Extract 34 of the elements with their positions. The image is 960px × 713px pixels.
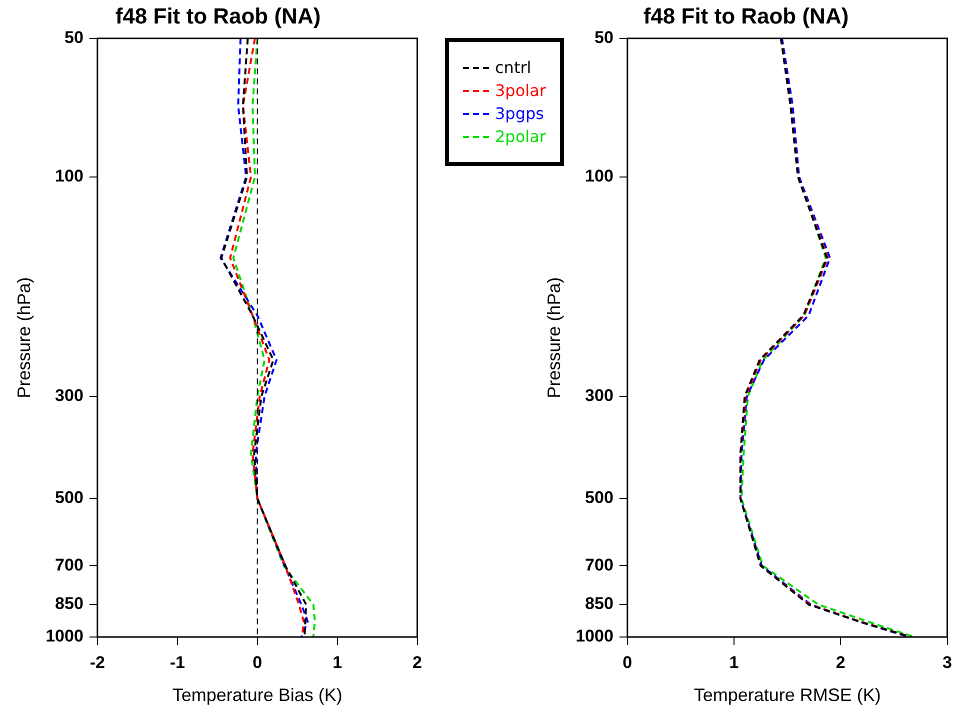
y-tick-label: 100 — [55, 166, 84, 186]
x-tick-label: 0 — [252, 652, 262, 672]
x-tick-label: 2 — [836, 652, 846, 672]
x-axis-title: Temperature Bias (K) — [172, 685, 342, 706]
x-tick-label: 1 — [729, 652, 739, 672]
x-tick-label: 3 — [942, 652, 952, 672]
line-series — [232, 38, 316, 637]
legend-label: 3polar — [495, 81, 546, 100]
x-axis-title: Temperature RMSE (K) — [694, 685, 881, 706]
y-tick-label: 700 — [55, 555, 84, 574]
y-axis-title: Pressure (hPa) — [14, 277, 34, 398]
y-tick-label: 50 — [594, 28, 614, 48]
chart-title: f48 Fit to Raob (NA) — [115, 3, 321, 28]
legend-label: 3pgps — [495, 104, 544, 123]
x-tick-label: -1 — [170, 652, 185, 672]
y-tick-label: 500 — [55, 488, 84, 508]
legend-label: cntrl — [495, 58, 532, 77]
chart-title: f48 Fit to Raob (NA) — [643, 3, 849, 28]
x-tick-label: 2 — [412, 652, 422, 672]
y-tick-label: 500 — [585, 488, 614, 508]
y-tick-label: 100 — [585, 166, 614, 186]
y-axis-title: Pressure (hPa) — [544, 277, 564, 398]
y-tick-label: 850 — [585, 594, 614, 614]
y-tick-label: 1000 — [46, 626, 84, 646]
y-tick-label: 1000 — [576, 626, 614, 646]
y-tick-label: 300 — [585, 386, 614, 406]
x-tick-label: -2 — [90, 652, 105, 672]
y-tick-label: 50 — [64, 28, 84, 48]
x-tick-label: 0 — [622, 652, 632, 672]
y-tick-label: 850 — [55, 594, 84, 614]
y-tick-label: 300 — [55, 386, 84, 406]
legend-label: 2polar — [495, 127, 546, 146]
x-tick-label: 1 — [332, 652, 342, 672]
y-tick-label: 700 — [585, 555, 614, 574]
